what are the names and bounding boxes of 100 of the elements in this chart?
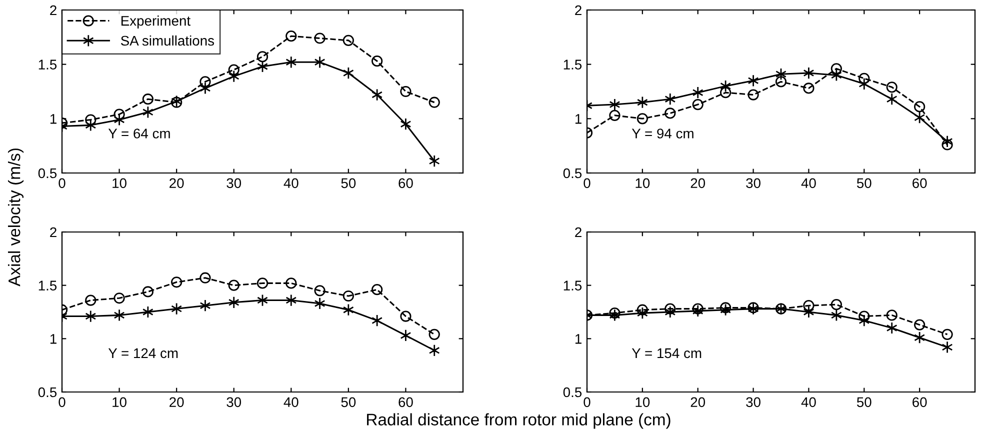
point: [692, 303, 704, 314]
point: [692, 304, 704, 318]
point: [775, 76, 787, 88]
point: [200, 299, 211, 312]
y-tick-label: 1: [50, 114, 56, 124]
point: [636, 306, 648, 320]
annotation: Y = 94 cm: [632, 128, 694, 138]
point: [858, 310, 870, 322]
point: [428, 96, 440, 108]
point: [171, 276, 182, 288]
legend-label: SA simullations: [120, 35, 214, 46]
point: [886, 322, 898, 334]
point: [830, 308, 842, 322]
y-tick-label: 2: [575, 227, 582, 238]
x-tick-label: 60: [398, 178, 413, 188]
point: [228, 280, 240, 291]
point: [142, 286, 154, 298]
point: [428, 344, 440, 357]
y-tick-label: 1.5: [564, 60, 582, 70]
y-tick-label: 2: [50, 5, 56, 16]
point: [428, 328, 440, 340]
point: [609, 308, 620, 322]
x-axis-title: Radial distance from rotor mid plane (cm): [367, 413, 670, 429]
x-tick-label: 20: [170, 178, 184, 188]
point: [200, 272, 211, 284]
y-tick-label: 0.5: [38, 387, 57, 398]
point: [400, 329, 412, 342]
y-tick-label: 2: [575, 5, 582, 16]
point: [720, 304, 732, 316]
point: [609, 98, 620, 111]
point: [803, 300, 814, 312]
point: [914, 111, 926, 124]
y-tick-label: 0.5: [563, 387, 582, 398]
point: [171, 302, 182, 316]
point: [256, 278, 268, 289]
point: [664, 306, 676, 318]
y-axis-title: Axial velocity (m/s): [8, 148, 24, 286]
point: [114, 114, 125, 126]
y-tick-label: 1.5: [564, 280, 582, 291]
point: [886, 92, 898, 106]
point: [114, 308, 125, 322]
point: [85, 118, 96, 132]
y-tick-label: 1.5: [38, 60, 57, 70]
point: [400, 86, 412, 98]
point: [664, 92, 676, 106]
point: [830, 298, 842, 310]
point: [942, 340, 953, 354]
x-tick-label: 60: [912, 397, 927, 408]
x-tick-label: 10: [636, 178, 650, 188]
x-tick-label: 30: [226, 397, 242, 408]
x-tick-label: 0: [584, 178, 590, 188]
point: [256, 51, 268, 62]
point: [609, 308, 620, 319]
point: [942, 328, 953, 340]
point: [200, 82, 211, 94]
point: [314, 297, 326, 310]
point: [636, 113, 648, 124]
point: [914, 101, 926, 112]
y-tick-label: 2: [50, 227, 56, 238]
x-tick-label: 10: [112, 178, 126, 188]
point: [886, 310, 898, 321]
point: [286, 30, 297, 42]
point: [114, 108, 125, 120]
point: [830, 68, 842, 82]
point: [803, 66, 814, 80]
y-tick-label: 0.5: [38, 168, 57, 178]
point: [858, 314, 870, 327]
point: [692, 86, 704, 99]
point: [886, 82, 898, 93]
point: [609, 110, 620, 121]
point: [228, 296, 240, 309]
point: [228, 64, 240, 76]
point: [914, 319, 926, 330]
annotation: Y = 154 cm: [632, 348, 702, 358]
point: [342, 304, 354, 316]
x-tick-label: 10: [636, 397, 650, 408]
x-tick-label: 60: [398, 397, 413, 408]
x-tick-label: 40: [284, 178, 298, 188]
point: [803, 82, 814, 94]
y-tick-label: 1: [575, 334, 582, 344]
x-tick-label: 40: [284, 397, 298, 408]
annotation: Y = 124 cm: [108, 348, 178, 358]
legend-label: Experiment: [121, 16, 190, 29]
point: [400, 118, 412, 130]
point: [142, 106, 154, 118]
point: [914, 331, 926, 344]
x-tick-label: 30: [746, 397, 760, 408]
point: [858, 72, 870, 84]
point: [720, 87, 732, 98]
point: [372, 88, 383, 102]
x-tick-label: 40: [801, 178, 816, 188]
point: [342, 66, 354, 80]
x-tick-label: 50: [856, 397, 872, 408]
point: [142, 306, 154, 318]
point: [342, 34, 354, 46]
point: [636, 304, 648, 316]
point: [228, 70, 240, 83]
point: [85, 310, 96, 323]
point: [428, 154, 440, 168]
point: [286, 278, 297, 289]
